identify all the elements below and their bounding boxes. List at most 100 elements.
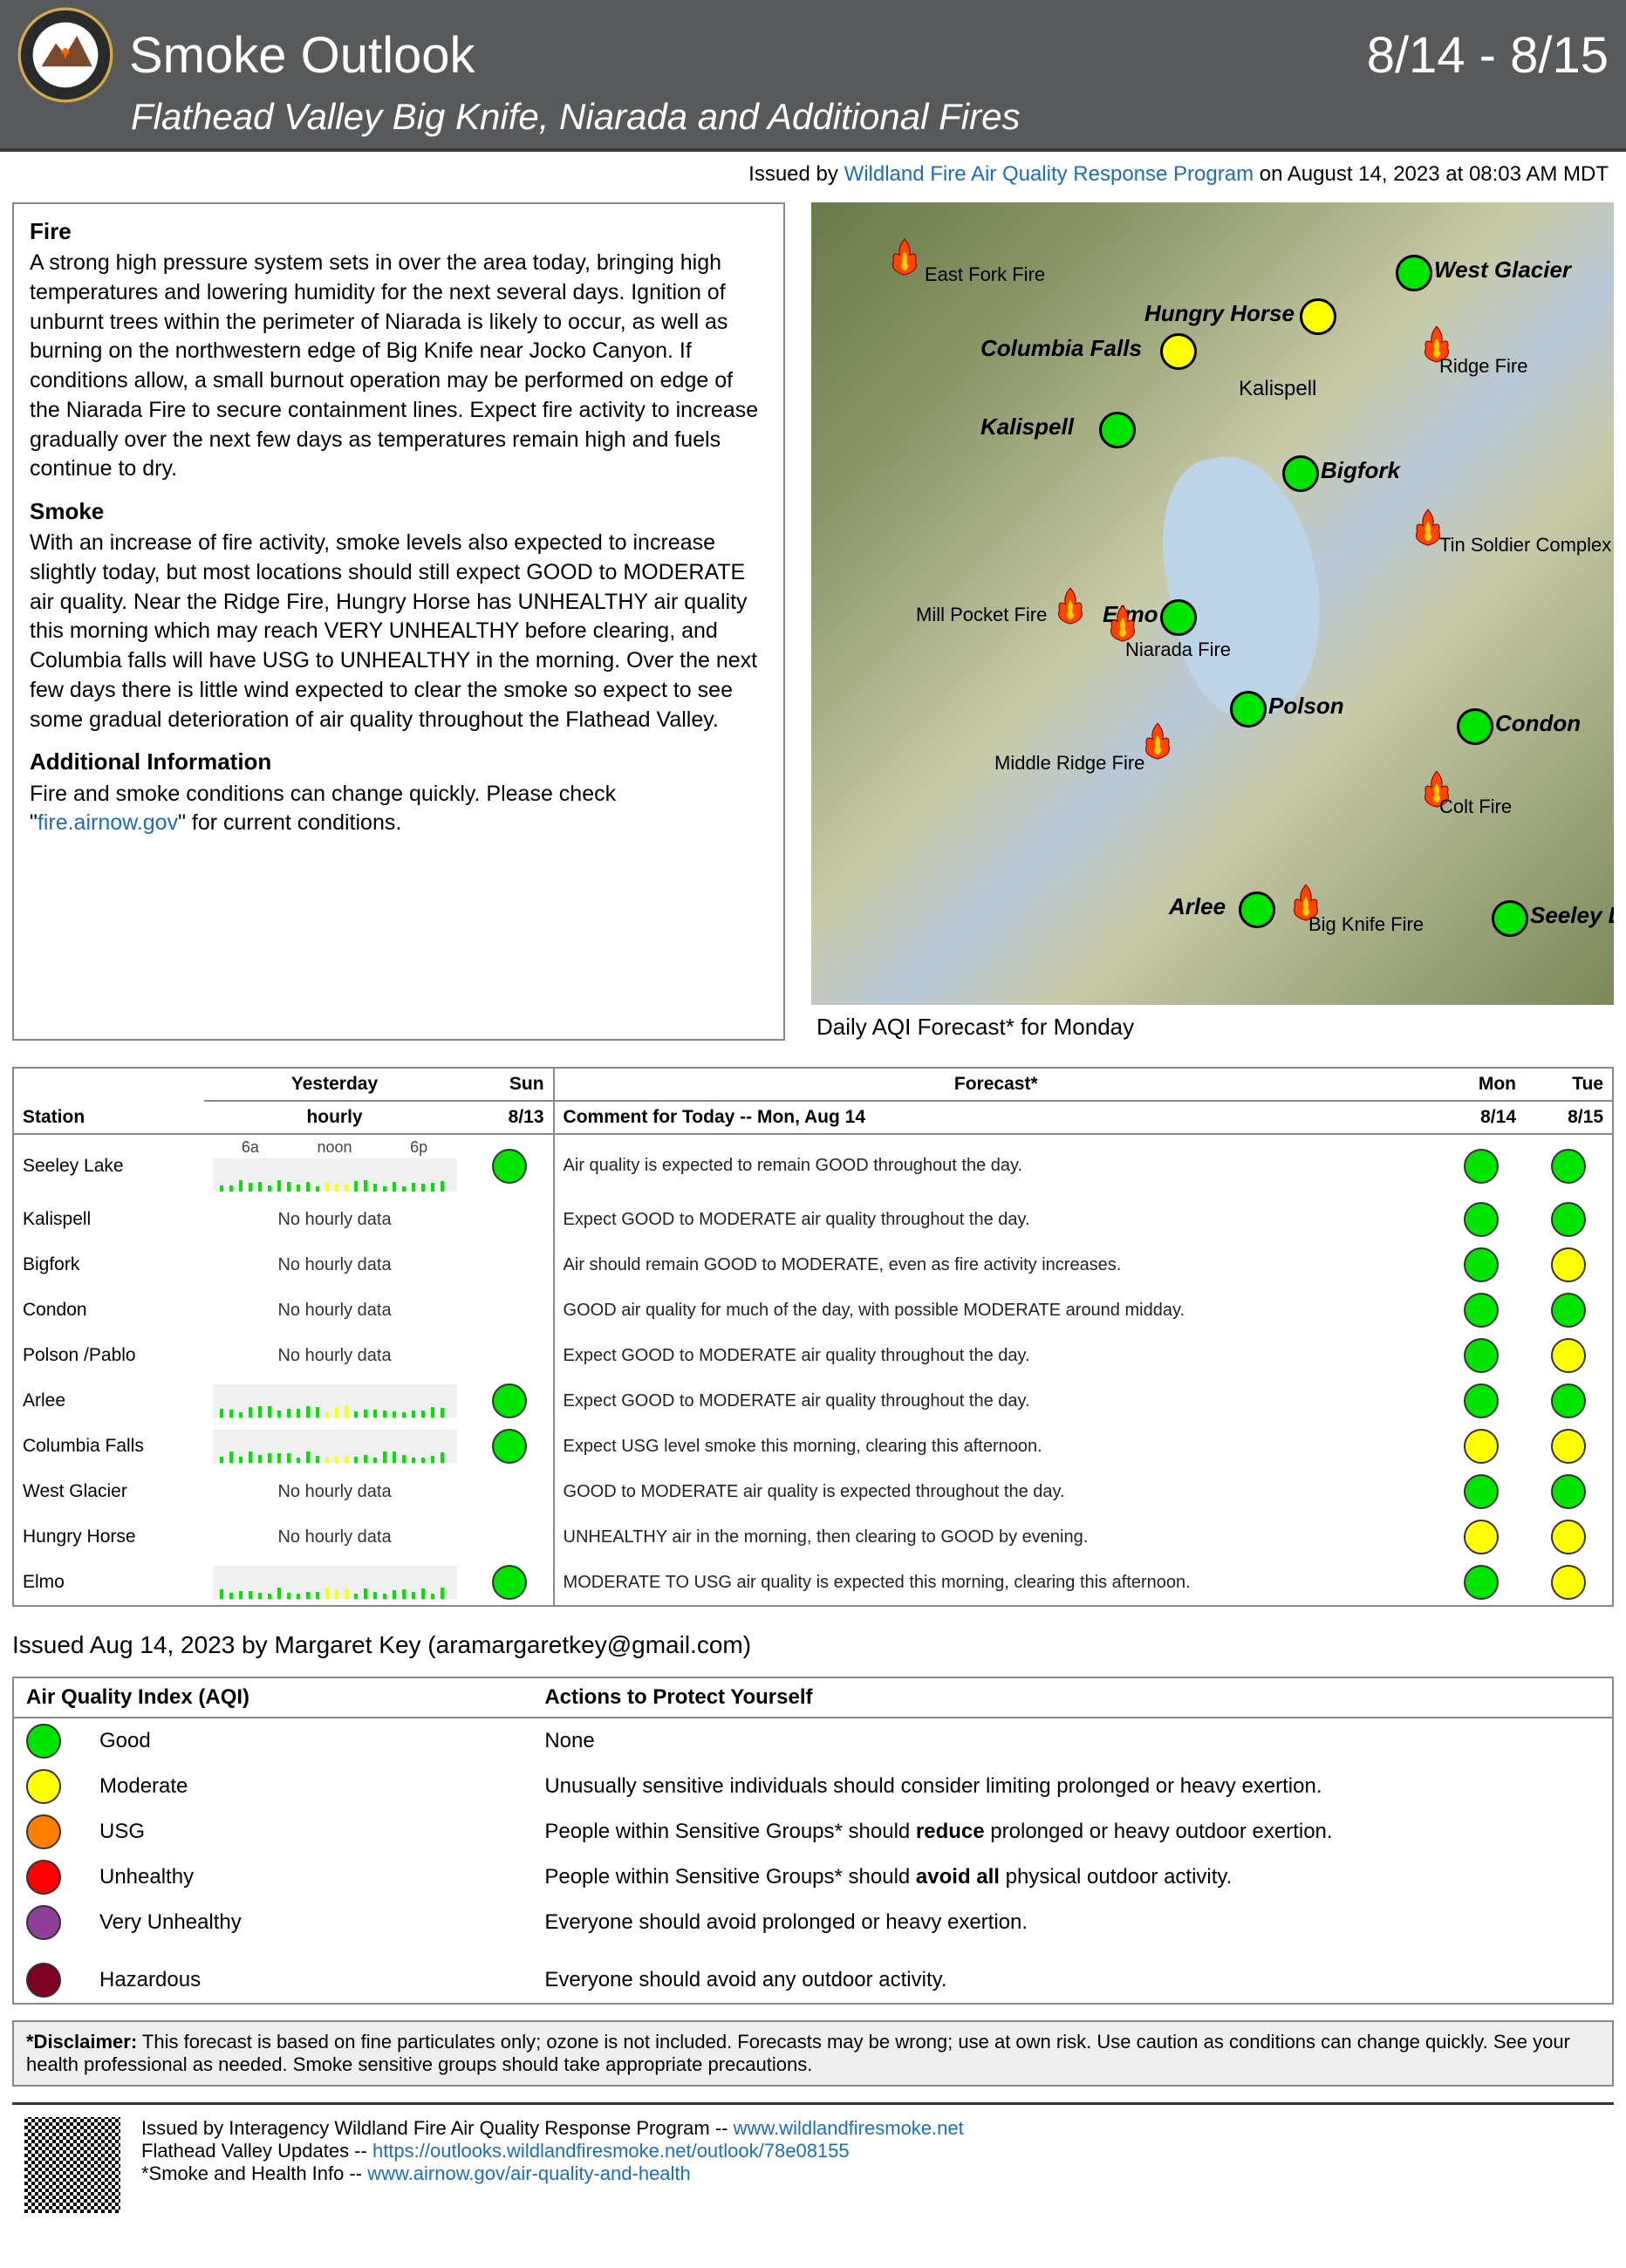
sun-dot-cell [466, 1514, 554, 1560]
station-cell: Hungry Horse [14, 1514, 204, 1560]
mon-dot-cell [1438, 1378, 1525, 1424]
footer-link[interactable]: www.airnow.gov/air-quality-and-health [367, 2162, 691, 2184]
hourly-cell: No hourly data [204, 1514, 466, 1560]
mon-dot-cell [1438, 1242, 1525, 1288]
legend-action: None [532, 1718, 1612, 1764]
tue-dot-cell [1525, 1242, 1612, 1288]
program-link[interactable]: Wildland Fire Air Quality Response Progr… [844, 162, 1254, 186]
tue-dot-cell [1525, 1134, 1612, 1197]
sun-dot-cell [466, 1560, 554, 1605]
comment-cell: Air quality is expected to remain GOOD t… [554, 1134, 1438, 1197]
legend-action: Unusually sensitive individuals should c… [532, 1764, 1612, 1809]
hourly-cell [204, 1560, 466, 1605]
hourly-cell: 6anoon6p [204, 1134, 466, 1197]
footer-lines: Issued by Interagency Wildland Fire Air … [141, 2117, 964, 2213]
station-cell: Bigfork [14, 1242, 204, 1288]
disclaimer-text: This forecast is based on fine particula… [26, 2031, 1570, 2075]
fire-label: Ridge Fire [1439, 355, 1527, 378]
header-top: Smoke Outlook 8/14 - 8/15 [17, 7, 1609, 103]
legend-h1: Air Quality Index (AQI) [14, 1678, 532, 1718]
issued-by-line: Issued Aug 14, 2023 by Margaret Key (ara… [0, 1616, 1626, 1671]
map-station-dot [1160, 599, 1197, 636]
table-row: KalispellNo hourly dataExpect GOOD to MO… [14, 1197, 1612, 1242]
addl-heading: Additional Information [30, 747, 768, 777]
mon-dot-cell [1438, 1469, 1525, 1514]
legend-dot [26, 1860, 61, 1895]
mon-dot-cell [1438, 1288, 1525, 1333]
map-station-dot [1300, 298, 1336, 335]
qr-code [24, 2117, 120, 2213]
table-row: West GlacierNo hourly dataGOOD to MODERA… [14, 1469, 1612, 1514]
sun-dot-cell [466, 1424, 554, 1469]
legend-table: Air Quality Index (AQI) Actions to Prote… [14, 1678, 1612, 2003]
issued-suffix: on August 14, 2023 at 08:03 AM MDT [1254, 162, 1609, 186]
map-station-label: Hungry Horse [1144, 300, 1295, 327]
comment-cell: GOOD air quality for much of the day, wi… [554, 1288, 1438, 1333]
legend-label: Moderate [87, 1764, 532, 1809]
issued-prefix: Issued by [748, 162, 844, 186]
comment-cell: Expect GOOD to MODERATE air quality thro… [554, 1378, 1438, 1424]
map-caption: Daily AQI Forecast* for Monday [811, 1005, 1614, 1041]
table-row: BigforkNo hourly dataAir should remain G… [14, 1242, 1612, 1288]
map-station-label: Bigfork [1321, 457, 1400, 484]
fire-body: A strong high pressure system sets in ov… [30, 249, 768, 484]
th-hourly: hourly [204, 1101, 466, 1134]
legend-dot [26, 1724, 61, 1759]
th-yesterday: Yesterday [204, 1069, 466, 1101]
date-range: 8/14 - 8/15 [1367, 26, 1609, 85]
sun-dot-cell [466, 1242, 554, 1288]
footer-line: *Smoke and Health Info -- www.airnow.gov… [141, 2162, 964, 2185]
legend-row: Very UnhealthyEveryone should avoid prol… [14, 1900, 1612, 1945]
footer: Issued by Interagency Wildland Fire Air … [12, 2102, 1614, 2239]
comment-cell: Expect USG level smoke this morning, cle… [554, 1424, 1438, 1469]
tue-dot-cell [1525, 1197, 1612, 1242]
sun-dot-cell [466, 1288, 554, 1333]
legend-label: Good [87, 1718, 532, 1764]
agency-logo [17, 7, 113, 103]
th-tue: Tue [1525, 1069, 1612, 1101]
smoke-heading: Smoke [30, 496, 768, 527]
tue-dot-cell [1525, 1424, 1612, 1469]
tue-dot-cell [1525, 1560, 1612, 1605]
fire-label: Mill Pocket Fire [916, 604, 1047, 626]
legend-action: People within Sensitive Groups* should r… [532, 1809, 1612, 1855]
map-station-label: Kalispell [980, 413, 1074, 441]
legend-dot [26, 1905, 61, 1940]
station-cell: Columbia Falls [14, 1424, 204, 1469]
table-row: Arlee Expect GOOD to MODERATE air quality… [14, 1378, 1612, 1424]
map-station-label: Polson [1268, 693, 1344, 720]
th-forecast: Forecast* [554, 1069, 1438, 1101]
main-row: Fire A strong high pressure system sets … [0, 202, 1626, 1041]
map-column: West GlacierHungry HorseColumbia FallsKa… [811, 202, 1614, 1041]
fire-label: Middle Ridge Fire [994, 752, 1144, 775]
hourly-cell [204, 1378, 466, 1424]
station-cell: Polson /Pablo [14, 1333, 204, 1378]
legend-row: USGPeople within Sensitive Groups* shoul… [14, 1809, 1612, 1855]
fire-heading: Fire [30, 216, 768, 247]
footer-link[interactable]: https://outlooks.wildlandfiresmoke.net/o… [372, 2140, 850, 2162]
legend-dot [26, 1814, 61, 1849]
station-cell: West Glacier [14, 1469, 204, 1514]
map-station-dot [1282, 455, 1319, 492]
footer-line: Flathead Valley Updates -- https://outlo… [141, 2140, 964, 2162]
disclaimer-label: *Disclaimer: [26, 2031, 137, 2053]
map-station-dot [1239, 891, 1275, 928]
airnow-link[interactable]: fire.airnow.gov [38, 810, 178, 835]
legend-label: Hazardous [87, 1945, 532, 2003]
mon-dot-cell [1438, 1197, 1525, 1242]
hourly-cell: No hourly data [204, 1469, 466, 1514]
map-station-dot [1457, 708, 1493, 745]
legend-action: People within Sensitive Groups* should a… [532, 1855, 1612, 1900]
map-station-label: West Glacier [1434, 256, 1571, 284]
comment-cell: Expect GOOD to MODERATE air quality thro… [554, 1197, 1438, 1242]
legend-wrap: Air Quality Index (AQI) Actions to Prote… [12, 1677, 1614, 2005]
footer-link[interactable]: www.wildlandfiresmoke.net [734, 2117, 964, 2139]
station-cell: Arlee [14, 1378, 204, 1424]
map-station-label: Condon [1495, 710, 1581, 737]
sun-dot-cell [466, 1333, 554, 1378]
disclaimer-box: *Disclaimer: This forecast is based on f… [12, 2020, 1614, 2087]
fire-label: Big Knife Fire [1308, 913, 1424, 936]
map-station-dot [1492, 900, 1528, 937]
legend-action: Everyone should avoid prolonged or heavy… [532, 1900, 1612, 1945]
smoke-body: With an increase of fire activity, smoke… [30, 529, 768, 734]
